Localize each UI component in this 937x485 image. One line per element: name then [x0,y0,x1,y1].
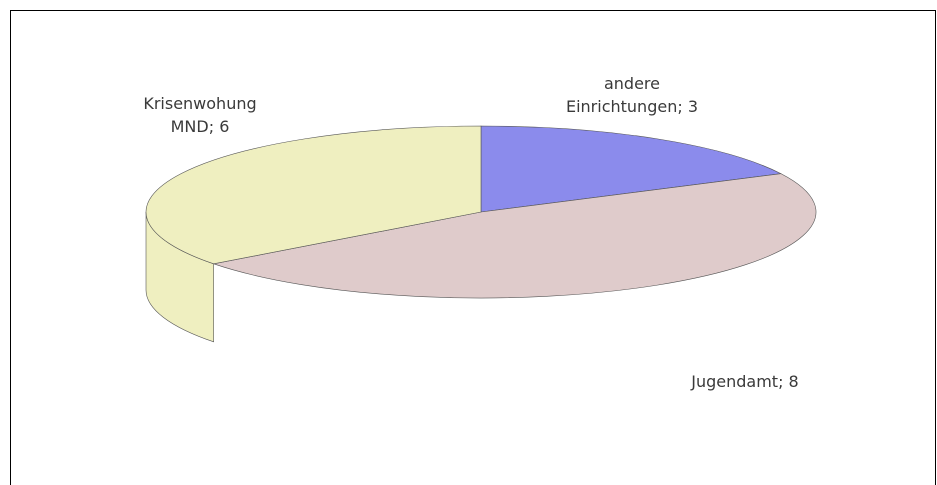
data-label-box: Jugendamt; 8 [691,372,799,391]
data-label: andere Einrichtungen; 3 [565,74,698,116]
slice [145,125,482,265]
data-label: Jugendamt; 8 [691,372,799,391]
slice [212,173,817,299]
data-label-box: Krisenwohung MND; 6 [143,94,257,136]
data-label-box: andere Einrichtungen; 3 [565,74,698,116]
data-label: Krisenwohung MND; 6 [143,94,257,136]
frame [10,10,936,485]
slice [480,125,782,213]
